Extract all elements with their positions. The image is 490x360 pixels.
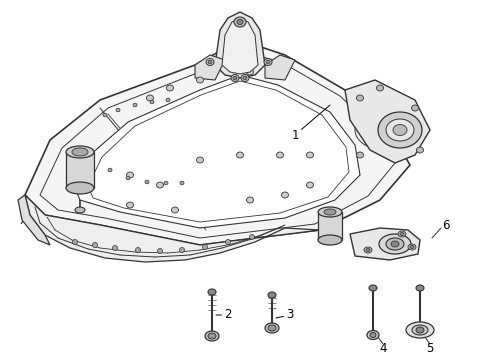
Ellipse shape — [225, 239, 230, 244]
Ellipse shape — [167, 85, 173, 91]
Ellipse shape — [73, 239, 77, 244]
Ellipse shape — [246, 197, 253, 203]
Ellipse shape — [416, 285, 424, 291]
Ellipse shape — [412, 105, 418, 111]
Ellipse shape — [166, 98, 170, 102]
Ellipse shape — [416, 147, 423, 153]
Ellipse shape — [150, 100, 154, 104]
Ellipse shape — [246, 69, 253, 75]
Ellipse shape — [265, 323, 279, 333]
Ellipse shape — [172, 207, 178, 213]
Ellipse shape — [145, 180, 149, 184]
Ellipse shape — [234, 17, 246, 27]
Ellipse shape — [357, 95, 364, 101]
Ellipse shape — [307, 182, 314, 188]
Ellipse shape — [357, 152, 364, 158]
Ellipse shape — [103, 113, 107, 117]
Ellipse shape — [75, 207, 85, 213]
Text: 6: 6 — [442, 219, 450, 231]
Ellipse shape — [369, 285, 377, 291]
Text: 5: 5 — [426, 342, 434, 355]
Ellipse shape — [241, 75, 249, 81]
Ellipse shape — [416, 327, 424, 333]
Ellipse shape — [126, 202, 133, 208]
Ellipse shape — [136, 248, 141, 252]
Ellipse shape — [266, 60, 270, 64]
Ellipse shape — [237, 19, 243, 24]
Polygon shape — [66, 152, 94, 188]
Text: 3: 3 — [276, 309, 294, 321]
Polygon shape — [265, 55, 295, 80]
Text: 4: 4 — [379, 342, 387, 355]
Polygon shape — [350, 228, 420, 260]
Ellipse shape — [391, 241, 399, 247]
Ellipse shape — [376, 85, 384, 91]
Ellipse shape — [318, 235, 342, 245]
Ellipse shape — [72, 148, 88, 156]
Ellipse shape — [116, 108, 120, 112]
Text: 2: 2 — [216, 309, 232, 321]
Ellipse shape — [249, 234, 254, 239]
Ellipse shape — [268, 292, 276, 298]
Polygon shape — [195, 55, 225, 80]
Ellipse shape — [307, 152, 314, 158]
Ellipse shape — [393, 125, 407, 135]
Ellipse shape — [156, 182, 164, 188]
Polygon shape — [25, 195, 320, 262]
Ellipse shape — [264, 58, 272, 66]
Ellipse shape — [206, 58, 214, 66]
Ellipse shape — [364, 247, 372, 253]
Polygon shape — [215, 12, 265, 78]
Ellipse shape — [108, 168, 112, 172]
Ellipse shape — [412, 325, 428, 335]
Ellipse shape — [66, 146, 94, 158]
Ellipse shape — [126, 176, 130, 180]
Ellipse shape — [367, 330, 379, 339]
Ellipse shape — [237, 152, 244, 158]
Ellipse shape — [231, 75, 239, 81]
Ellipse shape — [157, 248, 163, 253]
Ellipse shape — [243, 76, 247, 80]
Ellipse shape — [400, 233, 404, 235]
Ellipse shape — [268, 325, 276, 331]
Ellipse shape — [386, 119, 414, 141]
Polygon shape — [25, 40, 410, 245]
Polygon shape — [318, 212, 342, 240]
Ellipse shape — [324, 209, 336, 215]
Ellipse shape — [366, 248, 370, 252]
Ellipse shape — [133, 103, 137, 107]
Ellipse shape — [202, 244, 207, 249]
Ellipse shape — [66, 182, 94, 194]
Ellipse shape — [93, 243, 98, 248]
Ellipse shape — [147, 95, 153, 101]
Ellipse shape — [281, 192, 289, 198]
Ellipse shape — [276, 152, 284, 158]
Ellipse shape — [196, 77, 203, 83]
Polygon shape — [75, 75, 360, 228]
Ellipse shape — [126, 172, 133, 178]
Ellipse shape — [179, 248, 185, 252]
Ellipse shape — [196, 157, 203, 163]
Ellipse shape — [378, 112, 422, 148]
Polygon shape — [18, 195, 50, 245]
Ellipse shape — [233, 76, 237, 80]
Ellipse shape — [410, 246, 414, 248]
Ellipse shape — [205, 331, 219, 341]
Ellipse shape — [370, 333, 376, 338]
Ellipse shape — [208, 289, 216, 295]
Ellipse shape — [398, 231, 406, 237]
Polygon shape — [345, 80, 430, 163]
Ellipse shape — [408, 244, 416, 250]
Ellipse shape — [406, 322, 434, 338]
Ellipse shape — [386, 238, 404, 250]
Ellipse shape — [180, 181, 184, 185]
Text: 1: 1 — [291, 105, 330, 141]
Ellipse shape — [208, 333, 216, 339]
Ellipse shape — [318, 207, 342, 217]
Polygon shape — [222, 18, 258, 74]
Ellipse shape — [113, 246, 118, 251]
Ellipse shape — [164, 181, 168, 185]
Ellipse shape — [379, 234, 411, 254]
Ellipse shape — [208, 60, 212, 64]
